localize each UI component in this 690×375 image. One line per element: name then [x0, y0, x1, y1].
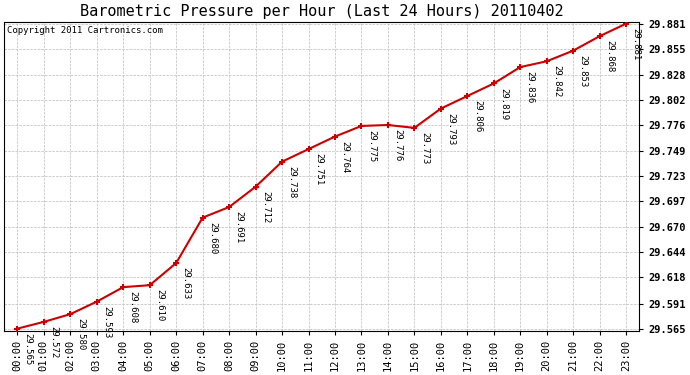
Text: 29.572: 29.572 — [50, 326, 59, 358]
Text: 29.842: 29.842 — [552, 66, 561, 98]
Title: Barometric Pressure per Hour (Last 24 Hours) 20110402: Barometric Pressure per Hour (Last 24 Ho… — [80, 4, 564, 19]
Text: 29.881: 29.881 — [631, 28, 640, 60]
Text: 29.580: 29.580 — [76, 318, 85, 351]
Text: 29.819: 29.819 — [500, 88, 509, 120]
Text: 29.610: 29.610 — [155, 290, 164, 322]
Text: 29.633: 29.633 — [181, 267, 190, 299]
Text: 29.712: 29.712 — [261, 191, 270, 223]
Text: 29.680: 29.680 — [208, 222, 217, 254]
Text: 29.764: 29.764 — [341, 141, 350, 173]
Text: 29.806: 29.806 — [473, 100, 482, 132]
Text: 29.565: 29.565 — [23, 333, 32, 365]
Text: 29.836: 29.836 — [526, 71, 535, 104]
Text: 29.608: 29.608 — [129, 291, 138, 324]
Text: 29.775: 29.775 — [367, 130, 376, 162]
Text: 29.853: 29.853 — [579, 55, 588, 87]
Text: 29.868: 29.868 — [605, 40, 614, 73]
Text: 29.738: 29.738 — [288, 166, 297, 198]
Text: 29.793: 29.793 — [446, 113, 455, 145]
Text: 29.773: 29.773 — [420, 132, 429, 164]
Text: 29.751: 29.751 — [314, 153, 323, 186]
Text: 29.776: 29.776 — [393, 129, 402, 161]
Text: Copyright 2011 Cartronics.com: Copyright 2011 Cartronics.com — [8, 26, 164, 35]
Text: 29.593: 29.593 — [102, 306, 111, 338]
Text: 29.691: 29.691 — [235, 211, 244, 243]
